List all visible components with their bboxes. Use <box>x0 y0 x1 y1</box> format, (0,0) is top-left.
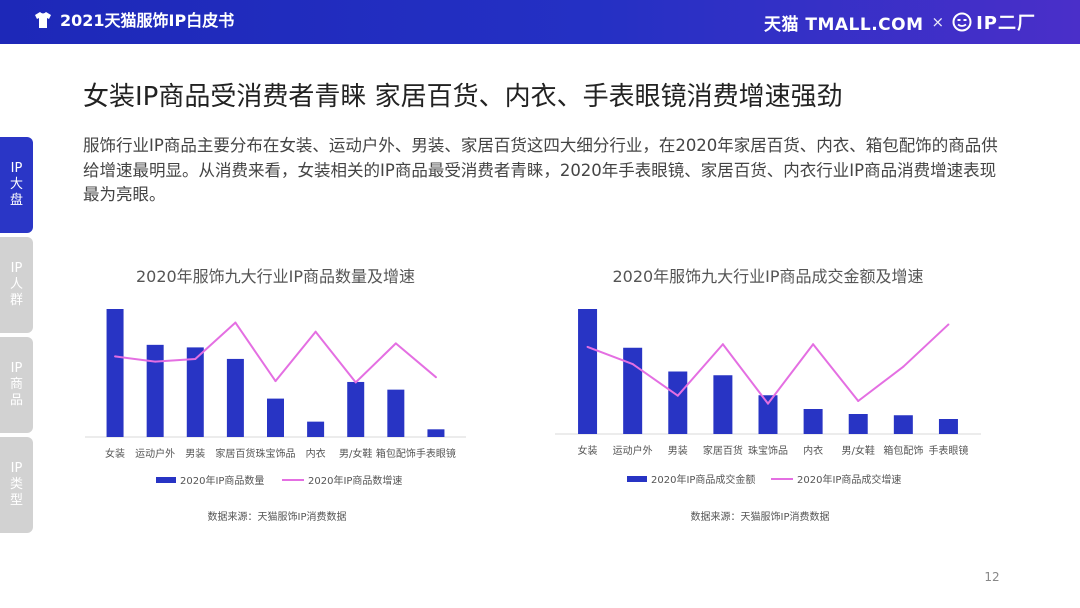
bar-4 <box>713 375 733 434</box>
summary-paragraph: 服饰行业IP商品主要分布在女装、运动户外、男装、家居百货这四大细分行业，在202… <box>83 136 998 204</box>
bar-3 <box>668 371 688 434</box>
bar-2 <box>623 347 643 434</box>
growth-point-5 <box>767 402 769 405</box>
growth-point-6 <box>812 343 815 346</box>
bar-1 <box>578 309 598 434</box>
brand-cross: × <box>931 13 945 31</box>
x-tick-label: 箱包配饰 <box>376 447 416 460</box>
sidebar-tab-1[interactable]: IP大盘 <box>0 137 33 233</box>
growth-point-4 <box>234 321 237 324</box>
x-tick-label: 家居百货 <box>703 444 743 457</box>
growth-point-5 <box>274 380 277 383</box>
x-tick-label: 箱包配饰 <box>883 444 923 457</box>
data-source: 数据来源：天猫服饰IP消费数据 <box>208 510 347 523</box>
top-bar: 2021天猫服饰IP白皮书 天猫 TMALL.COM × IP二厂 <box>0 0 1080 44</box>
sidebar-tab-2[interactable]: IP人群 <box>0 237 33 333</box>
sidebar-tab-3[interactable]: IP商品 <box>0 337 33 433</box>
ipc-face-icon <box>952 12 972 32</box>
chart-title: 2020年服饰九大行业IP商品成交金额及增速 <box>612 267 923 286</box>
data-source: 数据来源：天猫服饰IP消费数据 <box>691 510 830 523</box>
legend-bar-swatch <box>627 476 647 482</box>
tshirt-icon <box>35 12 51 28</box>
x-tick-label: 运动户外 <box>613 444 653 457</box>
growth-point-6 <box>314 330 317 333</box>
bar-9 <box>938 419 958 434</box>
bar-6 <box>307 421 325 437</box>
x-tick-label: 男/女鞋 <box>339 447 372 460</box>
growth-point-9 <box>434 376 437 379</box>
legend-line-label: 2020年IP商品成交增速 <box>797 473 901 486</box>
document-title: 2021天猫服饰IP白皮书 <box>60 11 235 30</box>
bar-6 <box>803 409 823 434</box>
x-tick-label: 内衣 <box>803 444 823 457</box>
growth-point-4 <box>721 343 724 346</box>
growth-point-1 <box>586 345 589 348</box>
bar-2 <box>146 344 164 437</box>
growth-point-2 <box>154 360 157 363</box>
x-tick-label: 珠宝饰品 <box>256 447 296 460</box>
x-tick-label: 家居百货 <box>215 447 255 460</box>
growth-point-3 <box>194 358 197 360</box>
x-tick-label: 手表眼镜 <box>416 447 456 460</box>
sidebar-tab-label: IP类型 <box>9 461 23 508</box>
bar-8 <box>387 389 405 437</box>
x-tick-label: 男/女鞋 <box>842 444 875 457</box>
legend-line-label: 2020年IP商品数增速 <box>308 474 402 487</box>
bar-7 <box>347 381 365 437</box>
tmall-logo: 天猫 TMALL.COM <box>763 14 924 35</box>
sidebar-tab-4[interactable]: IP类型 <box>0 437 33 533</box>
bar-3 <box>186 347 204 437</box>
x-tick-label: 内衣 <box>306 447 326 460</box>
bar-5 <box>267 398 284 437</box>
bar-1 <box>106 309 124 437</box>
sidebar-tab-label: IP商品 <box>9 361 23 408</box>
growth-point-2 <box>631 363 634 366</box>
legend-bar-swatch <box>156 477 176 483</box>
bar-7 <box>848 414 868 434</box>
growth-point-7 <box>857 400 860 402</box>
chart-sales-amount: 2020年服饰九大行业IP商品成交金额及增速女装 运动户外 男装 家居百货 珠宝饰品 内衣… <box>545 258 985 533</box>
x-tick-label: 男装 <box>185 447 205 460</box>
chart-product-count: 2020年服饰九大行业IP商品数量及增速女装 运动户外 男装 家居百货 珠宝饰品 内衣 男/… <box>70 258 490 533</box>
legend-bar-label: 2020年IP商品成交金额 <box>651 473 755 486</box>
page-number: 12 <box>984 570 1000 584</box>
brand-logos: 天猫 TMALL.COM × IP二厂 <box>764 9 1036 35</box>
x-tick-label: 珠宝饰品 <box>748 444 788 457</box>
chart-title: 2020年服饰九大行业IP商品数量及增速 <box>136 267 415 286</box>
legend-bar-label: 2020年IP商品数量 <box>180 474 264 487</box>
x-tick-label: 女装 <box>105 447 125 460</box>
x-tick-label: 运动户外 <box>135 447 175 460</box>
sidebar-tab-label: IP人群 <box>9 261 23 308</box>
x-tick-label: 女装 <box>578 444 598 457</box>
bar-9 <box>427 429 445 437</box>
bar-4 <box>226 358 244 437</box>
sidebar-tab-label: IP大盘 <box>9 161 23 208</box>
x-tick-label: 男装 <box>668 444 688 457</box>
ipc-logo: IP二厂 <box>976 13 1036 34</box>
page-heading: 女装IP商品受消费者青睐 家居百货、内衣、手表眼镜消费增速强劲 <box>83 82 843 112</box>
bar-8 <box>893 415 913 434</box>
bar-5 <box>758 395 778 434</box>
x-tick-label: 手表眼镜 <box>928 444 968 457</box>
growth-point-9 <box>947 323 950 326</box>
growth-point-8 <box>394 342 397 345</box>
growth-point-1 <box>114 355 117 358</box>
growth-point-8 <box>902 365 905 368</box>
growth-point-3 <box>676 394 679 397</box>
growth-point-7 <box>354 381 357 384</box>
